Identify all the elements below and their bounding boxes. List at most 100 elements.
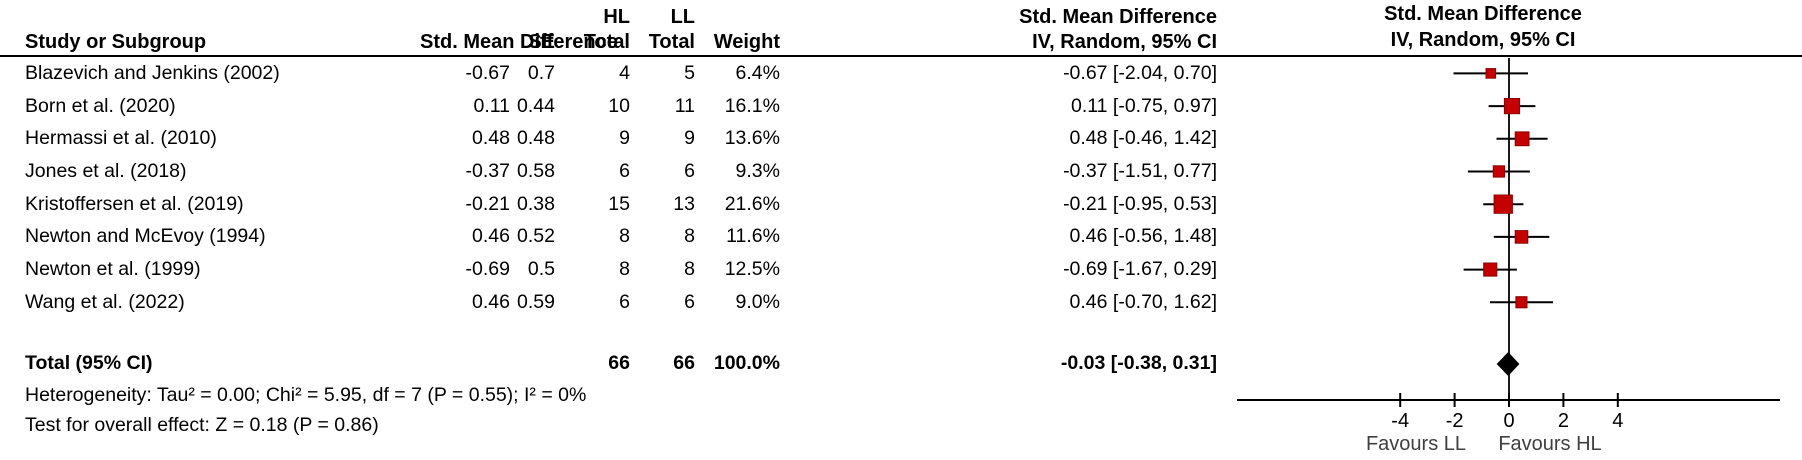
hl-total-value: 8 [619,258,630,281]
ci-text-value: -0.67 [-2.04, 0.70] [1063,62,1217,84]
ll-total-value: 6 [684,160,695,183]
hl-total-value: 4 [619,62,630,84]
col-header-ll-line2: Total [648,31,695,53]
ci-text-value: 0.46 [-0.70, 1.62] [1069,290,1217,313]
se-value: 0.59 [517,290,555,313]
ci-text-value: -0.21 [-0.95, 0.53] [1063,192,1217,215]
hl-total-value: 10 [608,94,630,117]
row-plot-spacer [1217,220,1802,253]
hl-total-value: 6 [619,290,630,313]
ci-text-value: -0.69 [-1.67, 0.29] [1063,258,1217,281]
weight-value: 16.1% [724,94,780,117]
hl-total-value: 8 [619,225,630,248]
col-header-ll-total: LL Total [630,5,695,55]
ll-total-value: 11 [674,94,695,117]
se-value: 0.44 [517,94,555,117]
smd-value: 0.46 [472,290,510,313]
row-plot-spacer [1217,90,1802,123]
total-plot-spacer [1217,347,1802,380]
total-ci-text: -0.03 [-0.38, 0.31] [1060,351,1217,374]
weight-value: 12.5% [724,258,780,281]
se-value: 0.48 [517,127,555,150]
table-header: Study or Subgroup Std. Mean Difference S… [0,0,1802,57]
total-row: Total (95% CI) 66 66 100.0% -0.03 [-0.38… [0,347,1802,380]
spacer [0,319,1802,347]
col-header-ci-text: Std. Mean Difference IV, Random, 95% CI [780,5,1217,55]
study-name: Born et al. (2020) [25,94,176,117]
row-plot-spacer [1217,286,1802,319]
hl-total-value: 15 [608,192,630,215]
se-value: 0.52 [517,225,555,248]
col-header-weight: Weight [713,31,780,53]
ll-total-value: 6 [684,290,695,313]
ci-text-value: 0.11 [-0.75, 0.97] [1071,94,1217,117]
smd-value: -0.67 [465,62,510,84]
col-header-ll-line1: LL [670,6,695,28]
overall-effect-text: Test for overall effect: Z = 0.18 (P = 0… [25,414,379,437]
table-row: Born et al. (2020) 0.11 0.44 10 11 16.1%… [0,90,1802,123]
weight-value: 21.6% [724,192,780,215]
col-header-smd: Std. Mean Difference [420,31,618,53]
study-name: Newton et al. (1999) [25,258,201,281]
smd-value: -0.69 [465,258,510,281]
table-row: Newton and McEvoy (1994) 0.46 0.52 8 8 1… [0,220,1802,253]
ci-text-value: -0.37 [-1.51, 0.77] [1063,160,1217,183]
total-ll: 66 [673,351,695,374]
table-row: Kristoffersen et al. (2019) -0.21 0.38 1… [0,188,1802,221]
total-weight: 100.0% [713,351,780,374]
smd-value: -0.37 [465,160,510,183]
hl-total-value: 6 [619,160,630,183]
study-name: Hermassi et al. (2010) [25,127,217,150]
ll-total-value: 5 [684,62,695,84]
total-smd [420,347,510,380]
study-name: Wang et al. (2022) [25,290,185,313]
col-header-hl-total: HL Total [555,5,630,55]
ll-total-value: 9 [684,127,695,150]
total-se [510,347,555,380]
study-name: Jones et al. (2018) [25,160,187,183]
hl-total-value: 9 [619,127,630,150]
weight-value: 9.0% [735,290,780,313]
se-value: 0.38 [517,192,555,215]
table-row: Blazevich and Jenkins (2002) -0.67 0.7 4… [0,57,1802,90]
smd-value: 0.48 [472,127,510,150]
se-value: 0.58 [517,160,555,183]
table-row: Jones et al. (2018) -0.37 0.58 6 6 9.3% … [0,155,1802,188]
row-plot-spacer [1217,188,1802,221]
study-name: Newton and McEvoy (1994) [25,225,266,248]
se-value: 0.5 [527,258,555,281]
weight-value: 9.3% [735,160,780,183]
col-header-ci-line2: IV, Random, 95% CI [1032,31,1217,53]
footer-statistics: Heterogeneity: Tau² = 0.00; Chi² = 5.95,… [0,380,1802,440]
ci-text-value: 0.46 [-0.56, 1.48] [1069,225,1217,248]
study-rows: Blazevich and Jenkins (2002) -0.67 0.7 4… [0,57,1802,319]
study-name: Kristoffersen et al. (2019) [25,192,244,215]
ci-text-value: 0.48 [-0.46, 1.42] [1069,127,1217,150]
row-plot-spacer [1217,122,1802,155]
total-label: Total (95% CI) [25,351,153,374]
weight-value: 11.6% [726,225,780,248]
row-plot-spacer [1217,155,1802,188]
col-header-hl-line2: Total [583,31,630,53]
smd-value: -0.21 [465,192,510,215]
smd-value: 0.11 [473,94,510,117]
study-name: Blazevich and Jenkins (2002) [25,62,280,84]
row-plot-spacer [1217,253,1802,286]
col-header-se: SE [528,31,555,53]
heterogeneity-text: Heterogeneity: Tau² = 0.00; Chi² = 5.95,… [25,384,587,407]
weight-value: 6.4% [735,62,780,84]
ll-total-value: 8 [684,225,695,248]
col-header-study: Study or Subgroup [25,31,207,53]
ll-total-value: 8 [684,258,695,281]
col-header-hl-line1: HL [603,6,630,28]
ll-total-value: 13 [673,192,695,215]
total-hl: 66 [608,351,630,374]
col-header-ci-line1: Std. Mean Difference [1019,6,1217,28]
smd-value: 0.46 [472,225,510,248]
table-row: Newton et al. (1999) -0.69 0.5 8 8 12.5%… [0,253,1802,286]
weight-value: 13.6% [724,127,780,150]
se-value: 0.7 [527,62,555,84]
table-row: Hermassi et al. (2010) 0.48 0.48 9 9 13.… [0,122,1802,155]
row-plot-spacer [1217,57,1802,90]
